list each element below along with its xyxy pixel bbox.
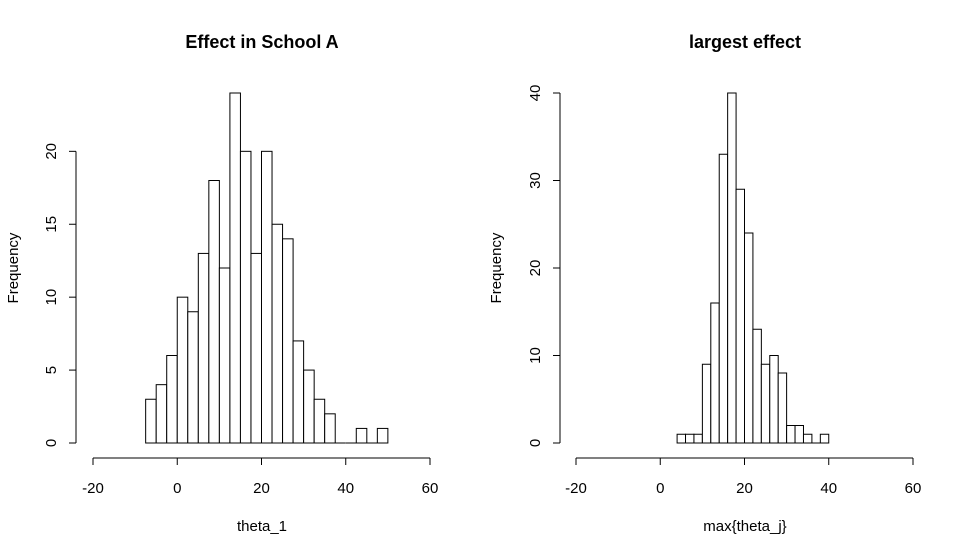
y-tick-label: 10 (527, 347, 544, 364)
panel-largest-effect: largest effect max{theta_j} Frequency -2… (488, 32, 921, 535)
histogram-bar (208, 180, 220, 444)
histogram-bar (355, 427, 368, 444)
histogram-bar (693, 433, 703, 444)
y-tick-label: 20 (527, 260, 544, 277)
histogram-bar (145, 398, 157, 444)
histogram-bar (303, 369, 315, 444)
histogram-bar (261, 150, 273, 444)
y-tick-label: 5 (43, 366, 60, 374)
x-tick-label: 60 (905, 480, 922, 497)
histogram-bar (735, 188, 746, 444)
y-axis: 0 5 10 15 20 (43, 143, 77, 447)
histogram-bar (727, 92, 737, 444)
histogram-bar (250, 252, 263, 444)
bar-group (145, 92, 389, 444)
y-axis: 0 10 20 30 40 (527, 85, 561, 447)
histogram-bar (685, 433, 695, 444)
histogram-bar (777, 372, 788, 444)
histogram-bar (218, 267, 231, 444)
x-tick-label: -20 (565, 480, 587, 497)
histogram-bar (197, 252, 210, 444)
x-tick-label: 20 (736, 480, 753, 497)
x-tick-label: 20 (253, 480, 270, 497)
histogram-bar (292, 340, 305, 444)
panel-school-a: Effect in School A theta_1 Frequency -20… (5, 32, 438, 535)
x-axis-label: theta_1 (237, 518, 287, 535)
x-axis: -20 0 20 40 60 (565, 457, 922, 497)
x-tick-label: 0 (656, 480, 664, 497)
y-tick-label: 20 (43, 143, 60, 160)
histogram-bar (676, 433, 687, 444)
histogram-bar (282, 238, 294, 444)
x-tick-label: -20 (82, 480, 104, 497)
y-tick-label: 0 (527, 439, 544, 447)
y-tick-label: 15 (43, 216, 60, 233)
chart-title: Effect in School A (185, 32, 338, 52)
histogram-bar (744, 232, 754, 444)
histogram-bar (710, 302, 720, 444)
histogram-bar (760, 363, 771, 444)
histogram-bar (313, 398, 326, 444)
histogram-bar (271, 223, 284, 444)
histogram-bar (239, 150, 252, 444)
histogram-bar (229, 92, 241, 444)
y-tick-label: 40 (527, 85, 544, 102)
x-axis: -20 0 20 40 60 (82, 457, 439, 497)
y-tick-label: 10 (43, 289, 60, 306)
x-tick-label: 40 (820, 480, 837, 497)
x-tick-label: 60 (422, 480, 439, 497)
x-axis-label: max{theta_j} (703, 518, 786, 535)
histogram-bar (752, 328, 762, 444)
y-axis-label: Frequency (5, 232, 22, 303)
histogram-bar (819, 433, 830, 444)
y-axis-label: Frequency (488, 232, 505, 303)
histogram-bar (187, 311, 199, 444)
histogram-bar (786, 425, 796, 444)
histogram-bar (701, 363, 712, 444)
histogram-bar (794, 425, 804, 444)
chart-title: largest effect (689, 32, 801, 52)
histogram-bar (718, 153, 729, 444)
histogram-bar (376, 427, 389, 444)
histogram-bar (802, 433, 813, 444)
histogram-bar (176, 296, 189, 444)
bar-group (676, 92, 830, 444)
histogram-bar (324, 413, 336, 444)
y-tick-label: 0 (43, 439, 60, 447)
histogram-bar (166, 355, 178, 444)
x-tick-label: 0 (173, 480, 181, 497)
y-tick-label: 30 (527, 172, 544, 189)
x-tick-label: 40 (337, 480, 354, 497)
histogram-bar (155, 384, 168, 444)
histogram-bar (769, 355, 779, 444)
